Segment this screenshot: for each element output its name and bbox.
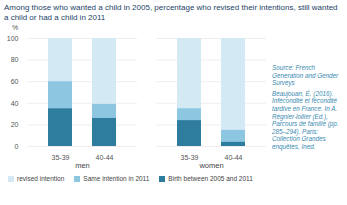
- svg-text:40-44: 40-44: [225, 154, 243, 161]
- html-text:Beaujouan, É. (2016). Infécond: Beaujouan, É. (2016). Infécondité et féc…: [272, 89, 339, 150]
- html-text:Same intention in 2011: Same intention in 2011: [83, 175, 150, 182]
- svg-text:40: 40: [11, 100, 19, 107]
- svg-text:100: 100: [7, 35, 19, 42]
- html-text:Among those who wanted a child: Among those who wanted a child in 2005, …: [4, 3, 338, 22]
- svg-text:80: 80: [11, 56, 19, 63]
- svg-text:35-39: 35-39: [181, 154, 199, 161]
- svg-text:0: 0: [15, 143, 19, 150]
- html-text:revised intention: revised intention: [17, 175, 65, 182]
- svg-text:women: women: [198, 161, 223, 170]
- svg-text:20: 20: [11, 121, 19, 128]
- svg-text:35-39: 35-39: [52, 154, 70, 161]
- svg-text:40-44: 40-44: [96, 154, 114, 161]
- svg-text:men: men: [75, 161, 90, 170]
- svg-text:60: 60: [11, 78, 19, 85]
- html-text:Birth between 2005 and 2011: Birth between 2005 and 2011: [168, 175, 253, 182]
- html-text:Source: French Generation and: Source: French Generation and Gender Sur…: [272, 64, 339, 87]
